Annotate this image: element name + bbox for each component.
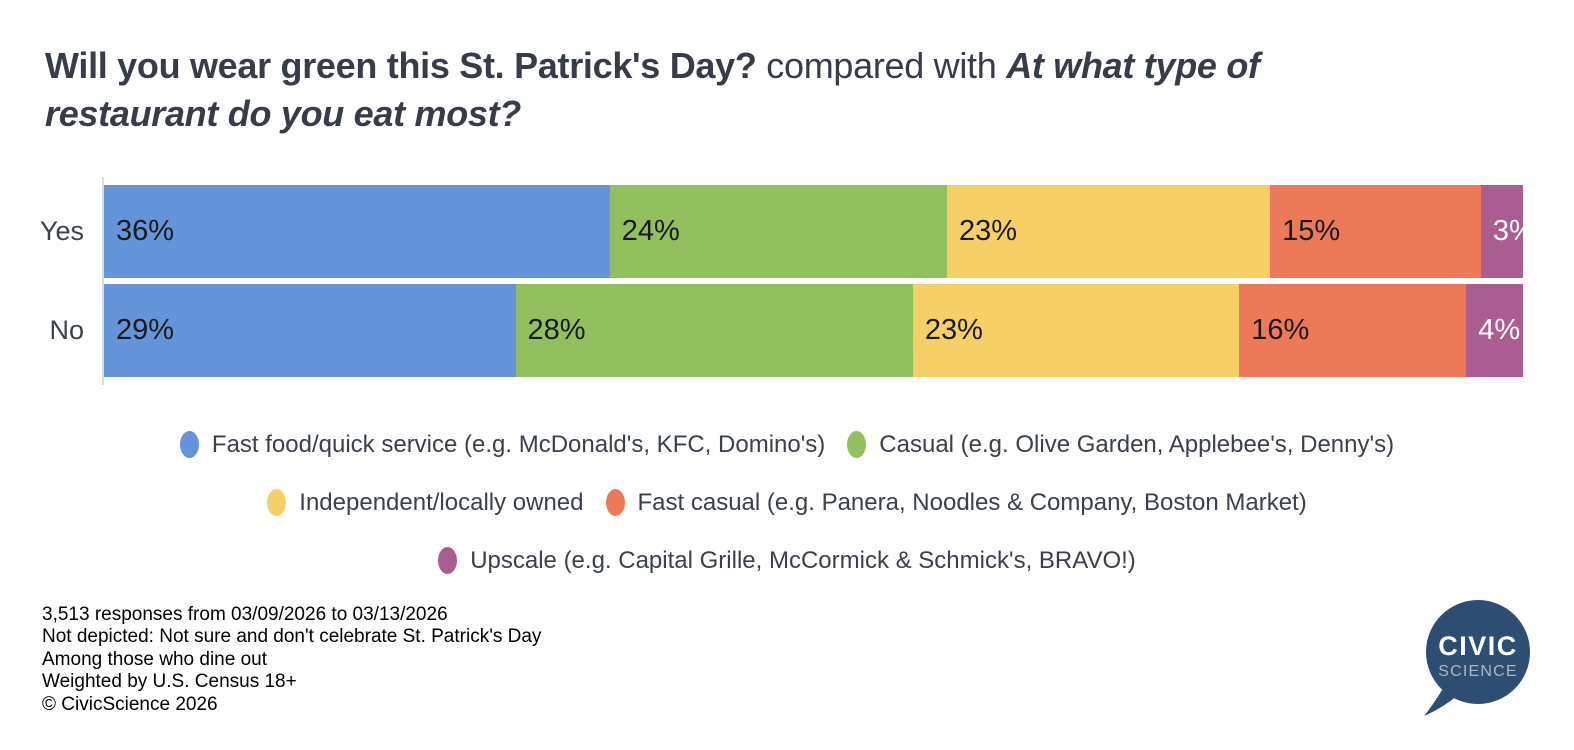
logo-text-civic: CIVIC [1438,631,1518,661]
legend-label: Casual (e.g. Olive Garden, Applebee's, D… [879,430,1395,458]
legend-row: Upscale (e.g. Capital Grille, McCormick … [0,544,1574,577]
civicscience-logo: CIVIC SCIENCE [1424,600,1530,716]
stacked-bar: 36% 24% 23% 15% 3% [104,185,1535,278]
stacked-bar-chart: Yes 36% 24% 23% 15% 3% No 29% 28% 23% 16% 4% [0,185,1535,383]
bar-segment: 16% [1239,284,1467,377]
segment-value-label: 23% [958,215,1018,247]
legend-item: Upscale (e.g. Capital Grille, McCormick … [438,547,1136,575]
footer-notes: 3,513 responses from 03/09/2026 to 03/13… [42,604,541,716]
bar-segment: 15% [1270,185,1481,278]
bar-segment: 23% [912,284,1240,377]
bar-segment: 23% [946,185,1271,278]
logo-bubble-tail [1424,690,1458,716]
legend-item: Casual (e.g. Olive Garden, Applebee's, D… [847,431,1394,459]
legend-item: Fast food/quick service (e.g. McDonald's… [179,430,826,459]
legend-marker-dot [605,489,625,516]
segment-value-label: 16% [1251,314,1310,346]
legend-marker-dot [179,431,199,458]
logo-text-science: SCIENCE [1438,663,1518,680]
legend-marker-dot [438,547,458,574]
legend-label: Fast food/quick service (e.g. McDonald's… [211,430,826,458]
footer-copyright-line: © CivicScience 2026 [42,693,218,715]
segment-value-label: 28% [527,314,586,346]
legend-item: Independent/locally owned [267,488,584,517]
category-label: Yes [39,216,84,246]
chart-title: Will you wear green this St. Patrick's D… [45,42,1395,137]
segment-value-label: 3% [1492,215,1535,247]
bar-segment: 29% [104,284,516,377]
footer-responses-line: 3,513 responses from 03/09/2026 to 03/13… [42,604,448,625]
category-label: No [49,315,84,345]
bar-segment: 3% [1480,185,1535,278]
legend-label: Independent/locally owned [299,488,584,516]
title-connector: compared with [756,45,1007,86]
segment-value-label: 29% [116,314,175,346]
legend-row: Fast food/quick service (e.g. McDonald's… [0,428,1574,461]
legend-label: Fast casual (e.g. Panera, Noodles & Comp… [637,488,1307,516]
footer-weighting-line: Weighted by U.S. Census 18+ [42,671,297,693]
y-axis-baseline [102,177,104,385]
bar-segment: 36% [104,185,610,278]
legend: Fast food/quick service (e.g. McDonald's… [0,428,1574,602]
bar-segment: 4% [1466,284,1524,377]
segment-value-label: 36% [116,215,175,247]
segment-value-label: 15% [1282,215,1341,247]
segment-value-label: 24% [621,215,680,247]
title-question-2: At what type of restaurant do you eat mo… [45,45,1260,134]
logo-bubble [1426,600,1530,704]
stacked-bar: 29% 28% 23% 16% 4% [104,284,1524,377]
footer-population-line: Among those who dine out [42,648,267,670]
legend-marker-dot [267,489,287,516]
bar-segment: 24% [609,185,947,278]
chart-row-yes: Yes 36% 24% 23% 15% 3% [0,185,1535,278]
segment-value-label: 23% [924,314,983,346]
bar-segment: 28% [515,284,913,377]
legend-label: Upscale (e.g. Capital Grille, McCormick … [470,546,1136,574]
title-question-1: Will you wear green this St. Patrick's D… [45,45,757,86]
chart-row-no: No 29% 28% 23% 16% 4% [0,284,1524,377]
segment-value-label: 4% [1478,314,1521,346]
legend-row: Independent/locally owned Fast casual (e.… [0,486,1574,519]
legend-marker-dot [847,431,867,458]
legend-item: Fast casual (e.g. Panera, Noodles & Comp… [605,488,1307,517]
footer-not-depicted-line: Not depicted: Not sure and don't celebra… [42,626,542,648]
